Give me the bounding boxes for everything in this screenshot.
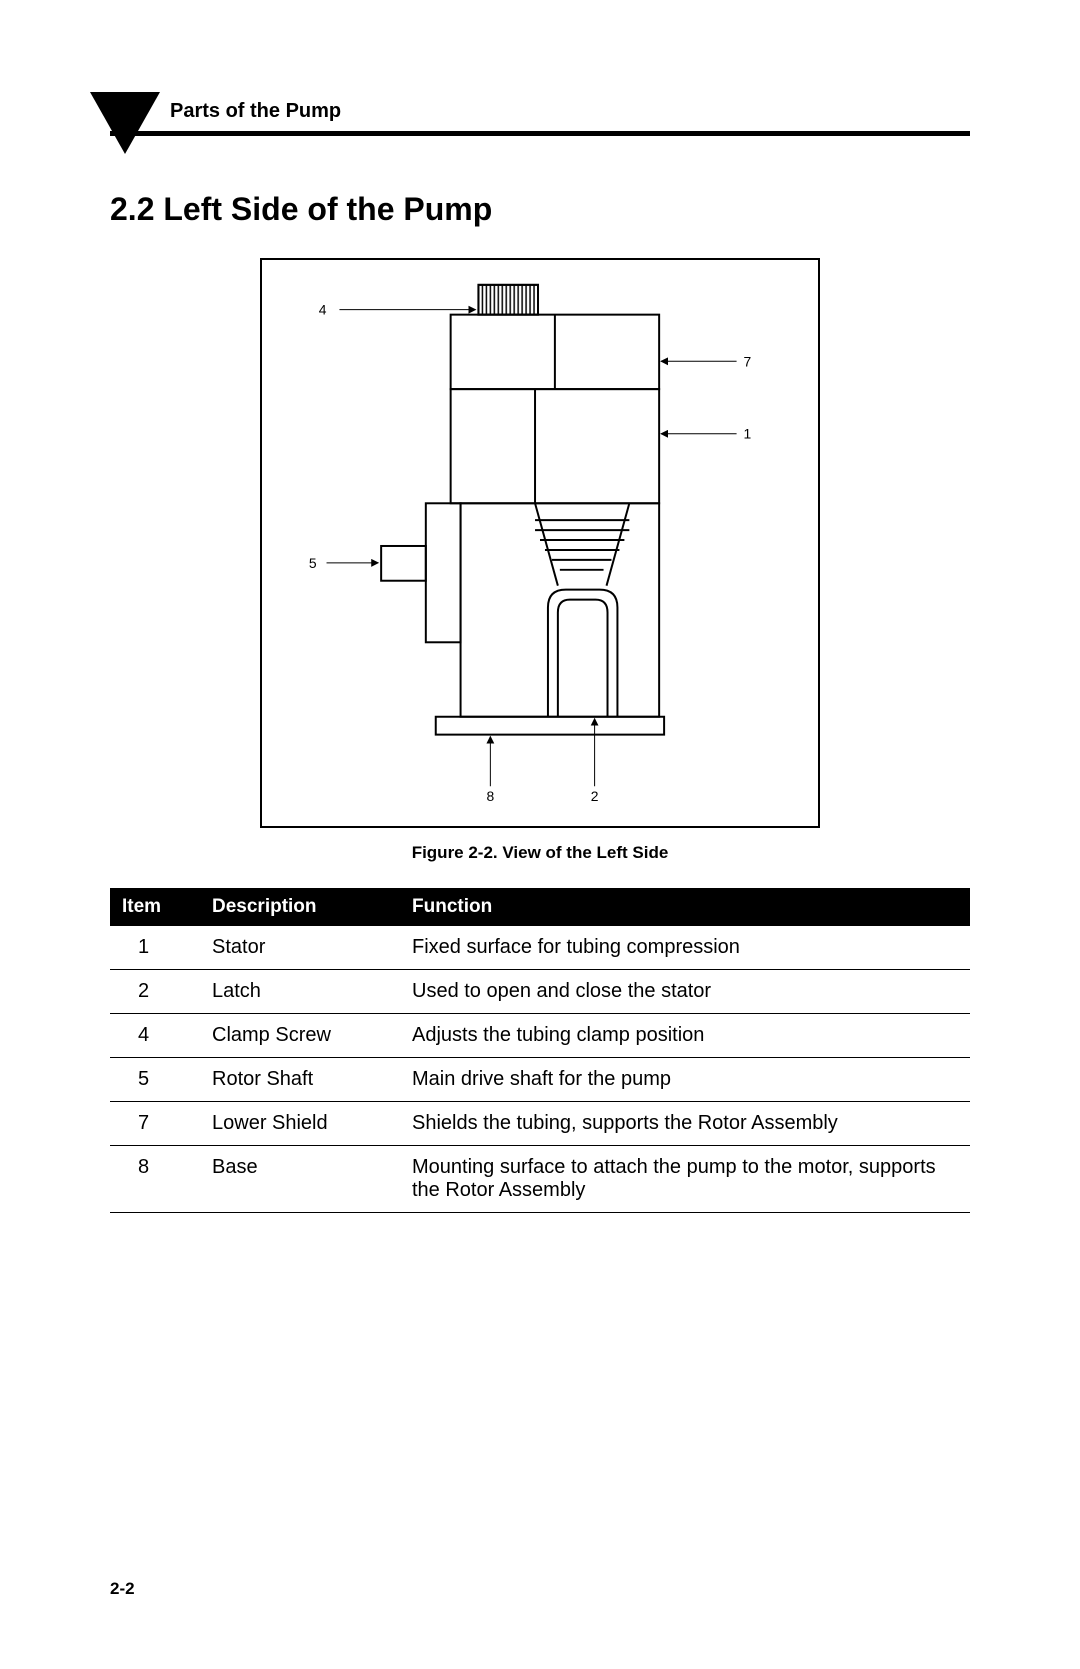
table-row: 7Lower ShieldShields the tubing, support… [110, 1102, 970, 1146]
table-header-row: Item Description Function [110, 888, 970, 926]
cell-description: Stator [200, 926, 400, 970]
cell-item: 4 [110, 1014, 200, 1058]
col-item: Item [110, 888, 200, 926]
callout-7: 7 [744, 353, 752, 369]
cell-description: Clamp Screw [200, 1014, 400, 1058]
cell-description: Rotor Shaft [200, 1058, 400, 1102]
cell-function: Shields the tubing, supports the Rotor A… [400, 1102, 970, 1146]
cell-description: Base [200, 1146, 400, 1213]
table-row: 8BaseMounting surface to attach the pump… [110, 1146, 970, 1213]
col-description: Description [200, 888, 400, 926]
header-rule [110, 131, 970, 136]
parts-table: Item Description Function 1StatorFixed s… [110, 888, 970, 1213]
pump-diagram: 4 7 1 5 8 2 [262, 260, 818, 826]
chapter-number: 2 [118, 157, 131, 185]
callout-8: 8 [486, 788, 494, 804]
table-row: 5Rotor ShaftMain drive shaft for the pum… [110, 1058, 970, 1102]
col-function: Function [400, 888, 970, 926]
chapter-badge: 2 [90, 92, 160, 154]
cell-item: 7 [110, 1102, 200, 1146]
cell-function: Mounting surface to attach the pump to t… [400, 1146, 970, 1213]
cell-description: Lower Shield [200, 1102, 400, 1146]
chapter-triangle-icon: 2 [90, 92, 160, 154]
callout-4: 4 [319, 302, 327, 318]
page-header: 2 Parts of the Pump [110, 100, 970, 136]
figure-caption: Figure 2-2. View of the Left Side [110, 843, 970, 863]
cell-function: Fixed surface for tubing compression [400, 926, 970, 970]
cell-function: Main drive shaft for the pump [400, 1058, 970, 1102]
callout-2: 2 [591, 788, 599, 804]
figure-container: 4 7 1 5 8 2 [110, 258, 970, 831]
cell-item: 8 [110, 1146, 200, 1213]
chapter-title: Parts of the Pump [170, 100, 970, 123]
page-footer: 2-2 [110, 1579, 135, 1599]
table-row: 4Clamp ScrewAdjusts the tubing clamp pos… [110, 1014, 970, 1058]
cell-item: 5 [110, 1058, 200, 1102]
cell-item: 1 [110, 926, 200, 970]
cell-function: Adjusts the tubing clamp position [400, 1014, 970, 1058]
cell-function: Used to open and close the stator [400, 970, 970, 1014]
table-row: 1StatorFixed surface for tubing compress… [110, 926, 970, 970]
section-title: Left Side of the Pump [163, 191, 492, 227]
figure-box: 4 7 1 5 8 2 [260, 258, 820, 828]
callout-1: 1 [744, 426, 752, 442]
callout-5: 5 [309, 555, 317, 571]
cell-item: 2 [110, 970, 200, 1014]
table-row: 2LatchUsed to open and close the stator [110, 970, 970, 1014]
section-heading: 2.2 Left Side of the Pump [110, 191, 970, 228]
section-number: 2.2 [110, 191, 154, 227]
cell-description: Latch [200, 970, 400, 1014]
